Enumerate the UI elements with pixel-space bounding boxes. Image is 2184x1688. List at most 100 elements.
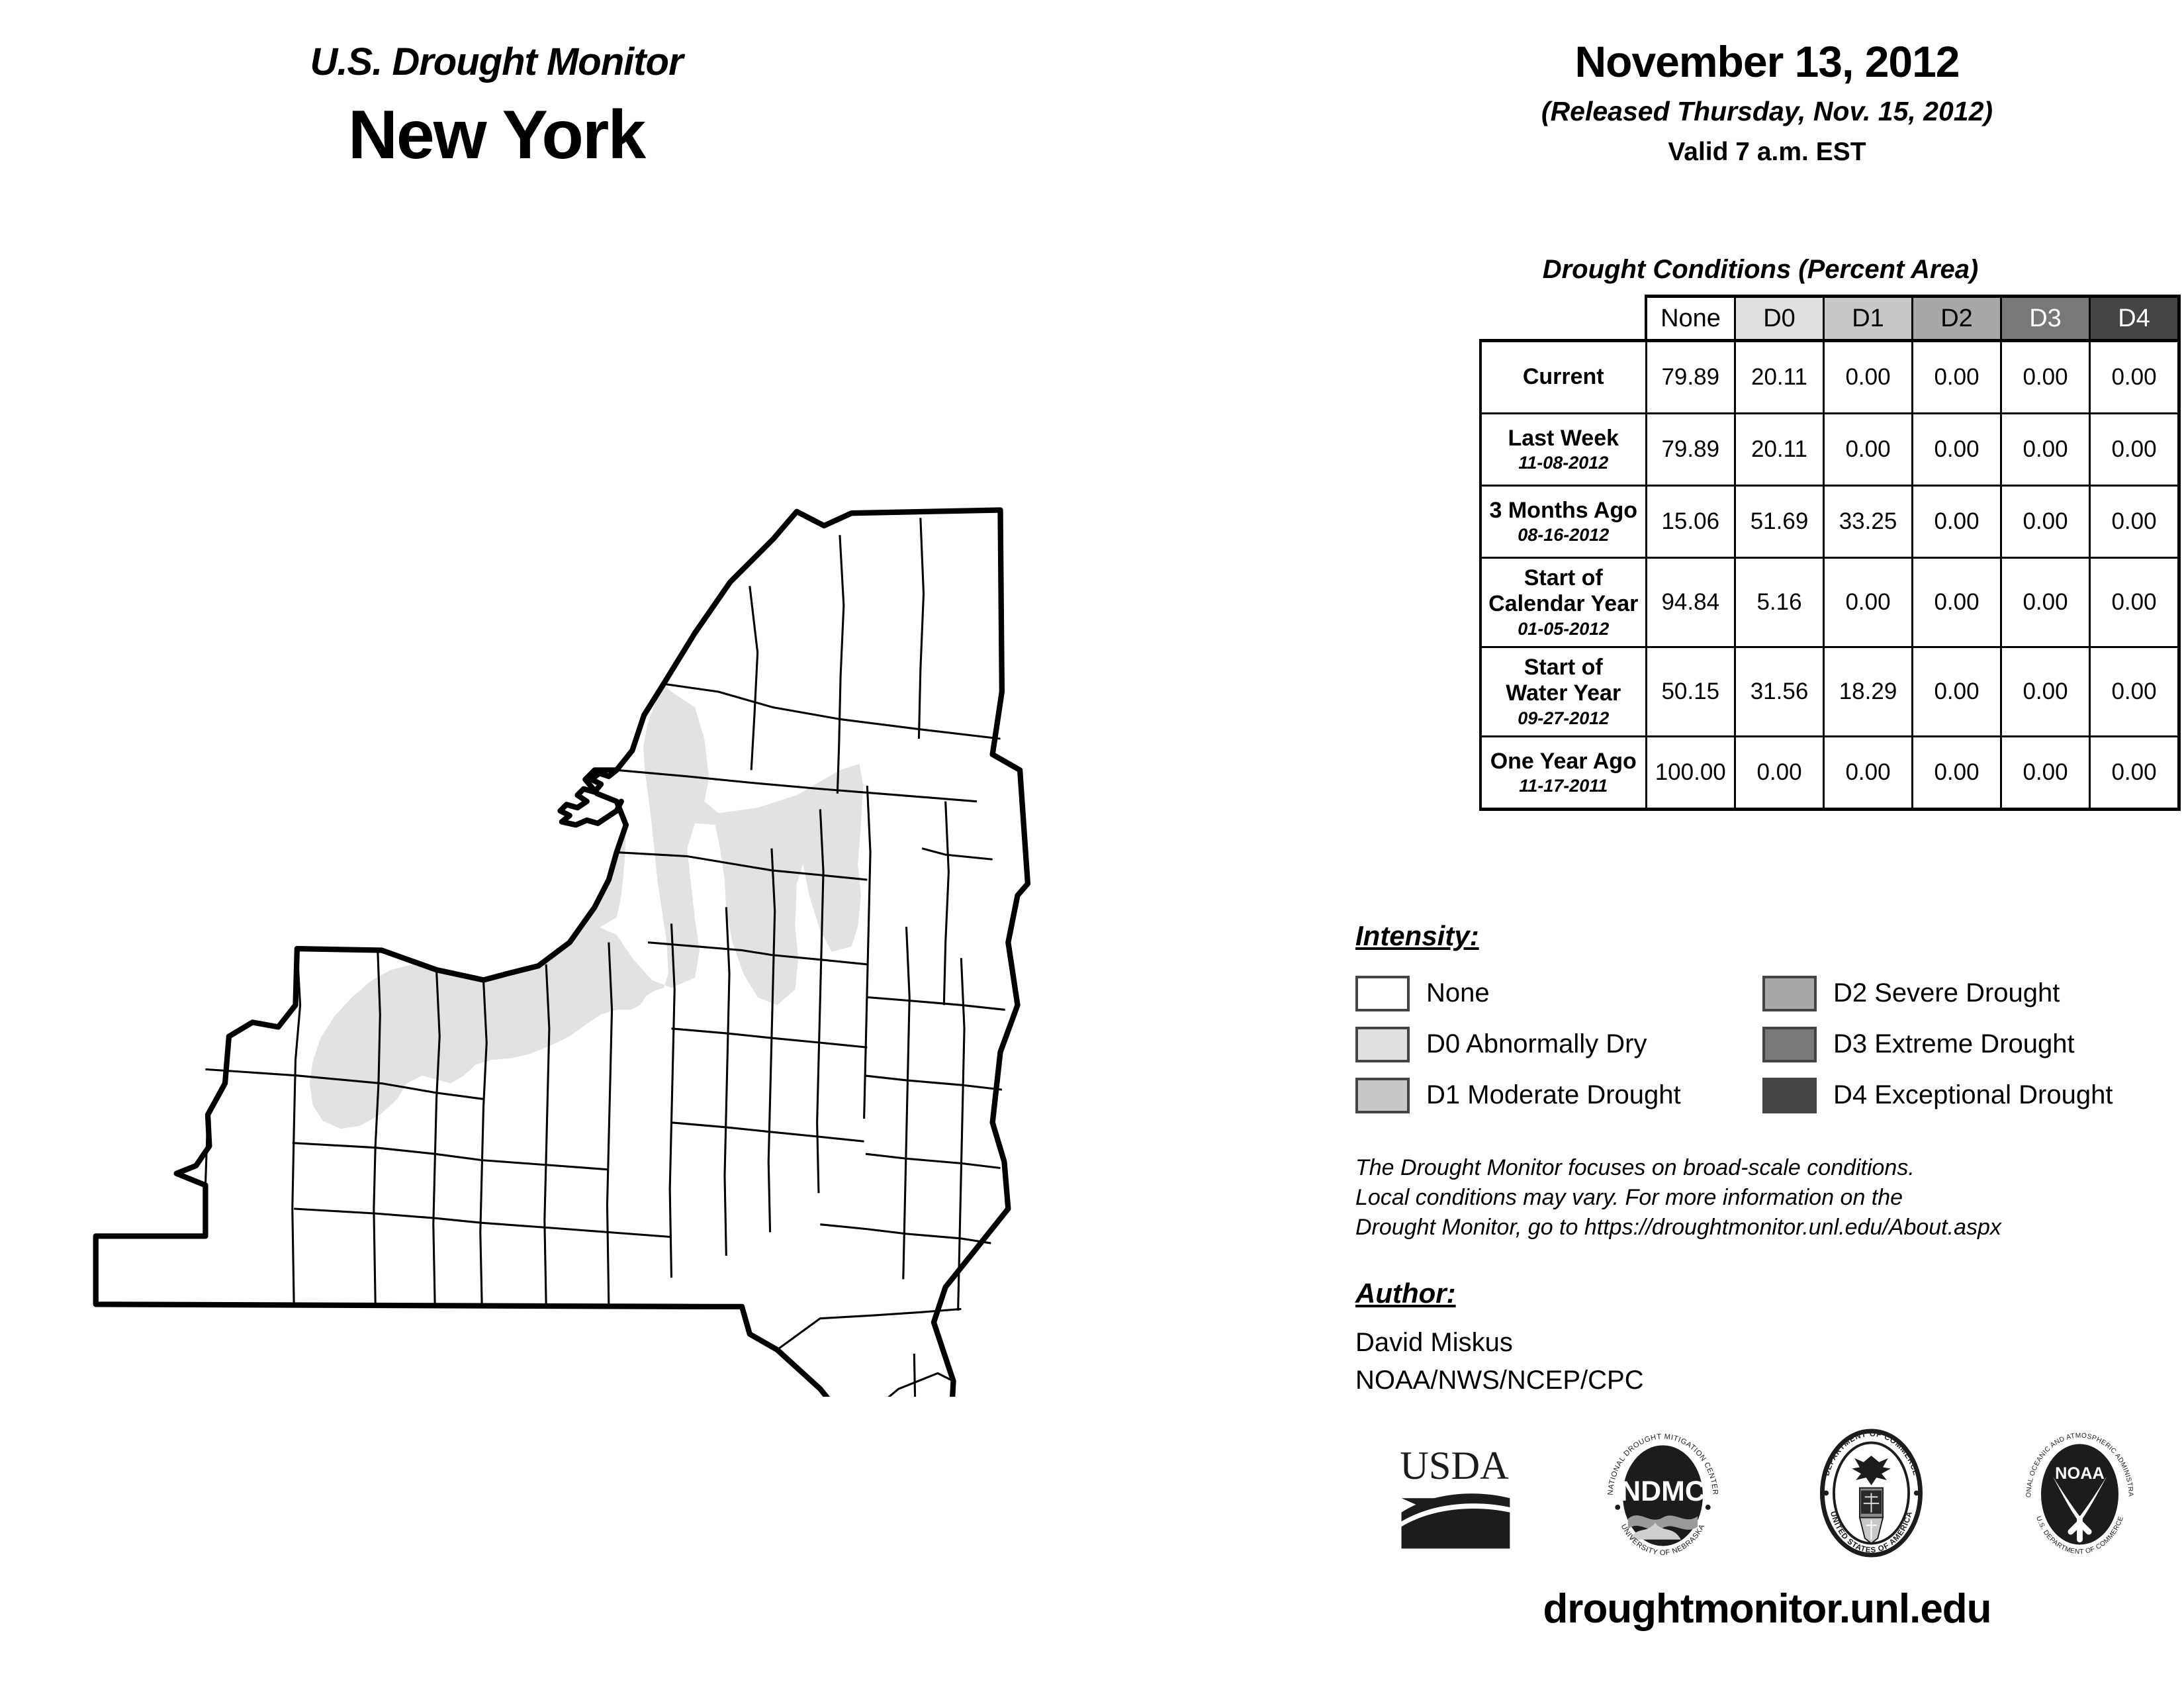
cell-d3: 0.00 [2000,557,2091,648]
legend-swatch-d2 [1762,975,1817,1011]
legend-item-d0: D0 Abnormally Dry [1355,1026,1762,1062]
cell-none: 94.84 [1645,557,1736,648]
cell-d0: 0.00 [1734,735,1825,811]
issue-date: November 13, 2012 [1574,37,1960,86]
row-label: Start of Water Year 09-27-2012 [1479,646,1647,737]
legend-swatch-d3 [1762,1026,1817,1062]
column-header-d2: D2 [1911,295,2002,342]
agency-logos: USDA NDMC NATIONAL DROUGHT MITIGATION CE… [1350,1423,2184,1562]
cell-d1: 18.29 [1823,646,1913,737]
drought-area-d0 [309,684,864,1129]
date-block: November 13, 2012 (Released Thursday, No… [1350,36,2184,167]
legend-item-d4: D4 Exceptional Drought [1762,1077,2113,1113]
cell-d2: 0.00 [1911,339,2002,414]
disclaimer-text: The Drought Monitor focuses on broad-sca… [1355,1155,2001,1240]
legend-swatch-d1 [1355,1077,1410,1113]
cell-d0: 51.69 [1734,485,1825,559]
cell-d2: 0.00 [1911,646,2002,737]
cell-none: 15.06 [1645,485,1736,559]
cell-d4: 0.00 [2089,412,2181,487]
ndmc-logo-text: NDMC [1620,1476,1706,1507]
state-name-title: New York [347,97,646,173]
row-date: 11-17-2011 [1519,776,1608,796]
ndmc-logo: NDMC NATIONAL DROUGHT MITIGATION CENTER … [1606,1432,1718,1557]
table-row: One Year Ago 11-17-2011 100.00 0.00 0.00 0.00… [1479,735,2181,811]
legend-label-d3: D3 Extreme Drought [1833,1029,2075,1058]
cell-d0: 20.11 [1734,412,1825,487]
cell-d3: 0.00 [2000,485,2091,559]
info-panel: November 13, 2012 (Released Thursday, No… [1350,0,2184,1688]
cell-d0: 31.56 [1734,646,1825,737]
column-header-d1: D1 [1823,295,1913,342]
cell-d3: 0.00 [2000,339,2091,414]
row-date: 11-08-2012 [1518,453,1609,473]
legend-label-d2: D2 Severe Drought [1833,978,2060,1008]
row-label: Current [1479,339,1647,414]
intensity-heading: Intensity: [1355,920,1479,951]
valid-time: Valid 7 a.m. EST [1668,138,1866,166]
row-date: 01-05-2012 [1518,618,1610,639]
legend-item-d2: D2 Severe Drought [1762,975,2060,1011]
legend-label-d0: D0 Abnormally Dry [1426,1029,1647,1058]
table-row: Last Week 11-08-2012 79.89 20.11 0.00 0.00 0.0… [1479,412,2181,487]
cell-d1: 0.00 [1823,339,1913,414]
noaa-logo: NOAA NATIONAL OCEANIC AND ATMOSPHERIC AD… [2015,1429,2134,1556]
new-york-state-map [93,507,1031,1397]
cell-d0: 20.11 [1734,339,1825,414]
legend-item-d1: D1 Moderate Drought [1355,1077,1762,1113]
row-label: Start of Calendar Year 01-05-2012 [1479,557,1647,648]
cell-d0: 5.16 [1734,557,1825,648]
state-outline [93,507,1031,1397]
doc-seal-logo: DEPARTMENT OF COMMERCE UNITED STATES OF … [1819,1428,1923,1558]
cell-d3: 0.00 [2000,412,2091,487]
cell-d4: 0.00 [2089,557,2181,648]
column-header-d3: D3 [2000,295,2091,342]
cell-d1: 33.25 [1823,485,1913,559]
cell-d2: 0.00 [1911,557,2002,648]
row-date: 08-16-2012 [1518,525,1610,545]
column-header-none: None [1645,295,1736,342]
legend-swatch-d0 [1355,1026,1410,1062]
legend-row: D1 Moderate Drought D4 Exceptional Droug… [1355,1070,2176,1121]
legend: None D2 Severe Drought D0 Abnormally Dry… [1355,968,2176,1121]
legend-row: None D2 Severe Drought [1355,968,2176,1019]
drought-monitor-title: U.S. Drought Monitor [310,40,683,83]
cell-d4: 0.00 [2089,485,2181,559]
map-title-block: U.S. Drought Monitor New York [0,40,993,175]
usda-logo-text: USDA [1400,1444,1509,1488]
row-date: 09-27-2012 [1518,708,1610,728]
cell-d2: 0.00 [1911,735,2002,811]
column-header-d4: D4 [2089,295,2181,342]
legend-label-none: None [1426,978,1490,1008]
legend-label-d1: D1 Moderate Drought [1426,1080,1681,1109]
legend-item-none: None [1355,975,1762,1011]
cell-d2: 0.00 [1911,485,2002,559]
legend-swatch-d4 [1762,1077,1817,1113]
cell-d1: 0.00 [1823,735,1913,811]
site-url: droughtmonitor.unl.edu [1543,1586,1991,1632]
legend-label-d4: D4 Exceptional Drought [1833,1080,2113,1109]
noaa-logo-text: NOAA [2055,1464,2105,1483]
table-row: Start of Calendar Year 01-05-2012 94.84 5.16… [1479,557,2181,648]
author-affiliation: NOAA/NWS/NCEP/CPC [1355,1365,1644,1395]
author-name: David Miskus [1355,1328,1513,1357]
cell-d2: 0.00 [1911,412,2002,487]
legend-swatch-none [1355,975,1410,1011]
county-boundaries [204,518,1005,1397]
cell-d3: 0.00 [2000,646,2091,737]
row-label: One Year Ago 11-17-2011 [1479,735,1647,811]
cell-d4: 0.00 [2089,339,2181,414]
cell-d3: 0.00 [2000,735,2091,811]
legend-item-d3: D3 Extreme Drought [1762,1026,2075,1062]
row-label: 3 Months Ago 08-16-2012 [1479,485,1647,559]
cell-none: 79.89 [1645,339,1736,414]
drought-conditions-table: None D0 D1 D2 D3 D4 Current 79.89 20.11 0.0… [1479,295,2181,811]
map-panel: U.S. Drought Monitor New York [0,40,1031,1397]
usda-logo: USDA [1400,1444,1510,1548]
release-date: (Released Thursday, Nov. 15, 2012) [1541,96,1993,126]
cell-d4: 0.00 [2089,735,2181,811]
legend-row: D0 Abnormally Dry D3 Extreme Drought [1355,1019,2176,1070]
cell-none: 50.15 [1645,646,1736,737]
column-header-d0: D0 [1734,295,1825,342]
table-caption: Drought Conditions (Percent Area) [1542,255,1979,284]
